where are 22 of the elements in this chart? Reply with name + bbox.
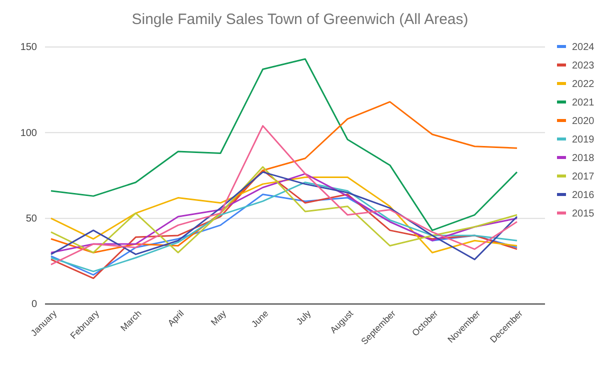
legend-label: 2018 xyxy=(572,153,595,164)
legend-label: 2023 xyxy=(572,60,595,72)
legend-label: 2016 xyxy=(572,190,595,201)
y-tick-label: 150 xyxy=(20,42,38,54)
line-series xyxy=(50,125,518,266)
line-series xyxy=(50,182,518,272)
x-tick-label: July xyxy=(294,308,314,327)
y-tick-label: 50 xyxy=(26,214,38,225)
legend-label: 2019 xyxy=(572,134,595,146)
line-series xyxy=(50,101,518,254)
chart-title: Single Family Sales Town of Greenwich (All Areas) xyxy=(132,11,468,28)
legend-label: 2024 xyxy=(572,42,595,53)
y-tick-label: 0 xyxy=(31,299,38,310)
y-tick-label: 100 xyxy=(20,128,38,139)
legend-label: 2020 xyxy=(572,116,595,127)
x-tick-label: May xyxy=(208,308,228,328)
line-series xyxy=(50,58,518,232)
legend-label: 2015 xyxy=(572,208,595,220)
legend-label: 2017 xyxy=(572,172,595,182)
line-series xyxy=(50,170,518,280)
legend-label: 2022 xyxy=(572,79,595,90)
legend-label: 2021 xyxy=(572,98,595,108)
